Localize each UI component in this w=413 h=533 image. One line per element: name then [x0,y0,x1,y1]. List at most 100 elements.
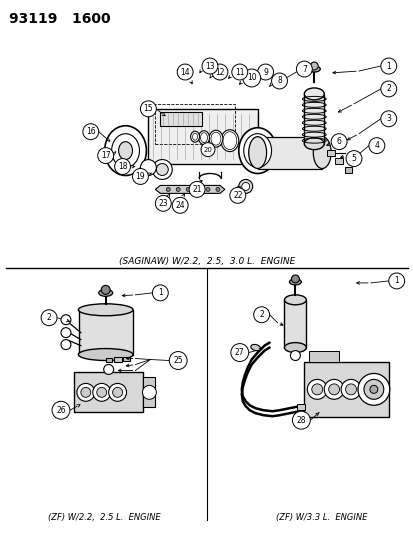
Circle shape [189,181,204,197]
Ellipse shape [308,66,320,72]
Polygon shape [155,185,224,193]
Text: 13: 13 [205,61,214,70]
Bar [113,357,121,362]
Circle shape [238,180,252,193]
Text: 2: 2 [259,310,263,319]
Text: 20: 20 [203,147,212,152]
Circle shape [81,387,90,397]
Circle shape [345,151,361,166]
Circle shape [340,379,360,399]
Ellipse shape [250,344,260,351]
Circle shape [202,58,217,74]
Ellipse shape [198,131,209,144]
Bar [335,158,342,164]
Circle shape [156,164,168,175]
Text: 15: 15 [143,104,153,114]
Text: 19: 19 [135,172,145,181]
Circle shape [230,344,248,361]
Text: 23: 23 [158,199,168,208]
Circle shape [140,101,156,117]
Circle shape [112,387,122,397]
Circle shape [328,384,339,395]
Circle shape [242,69,260,87]
Circle shape [311,384,322,395]
Circle shape [61,315,71,325]
Circle shape [211,64,227,80]
Circle shape [357,374,389,405]
Circle shape [77,383,95,401]
Circle shape [176,188,180,191]
Circle shape [257,64,273,80]
Circle shape [114,158,130,174]
Circle shape [363,379,383,399]
Bar [78,310,133,354]
Ellipse shape [284,343,306,352]
Circle shape [41,310,57,326]
Circle shape [310,62,318,70]
Circle shape [142,385,156,399]
Circle shape [306,379,326,399]
Circle shape [152,285,168,301]
Circle shape [201,143,214,157]
Ellipse shape [222,132,236,150]
Ellipse shape [304,138,323,150]
Circle shape [368,138,384,154]
Circle shape [186,188,190,191]
Text: 9: 9 [263,68,267,77]
Circle shape [380,81,396,97]
Ellipse shape [192,133,197,140]
Circle shape [155,196,171,211]
Bar [344,166,351,173]
Text: 2: 2 [385,84,390,93]
Bar [257,136,321,168]
Text: 3: 3 [385,114,390,123]
Text: 28: 28 [296,416,305,425]
Text: 7: 7 [301,64,306,74]
Circle shape [323,379,343,399]
Text: 8: 8 [276,76,281,85]
Circle shape [101,285,110,294]
Circle shape [229,188,245,203]
Circle shape [388,273,404,289]
Text: 25: 25 [173,356,183,365]
Text: (ZF) W/3.3 L.  ENGINE: (ZF) W/3.3 L. ENGINE [275,513,366,522]
Circle shape [380,58,396,74]
Ellipse shape [243,134,271,167]
Circle shape [52,401,70,419]
Circle shape [83,124,98,140]
Text: 21: 21 [192,185,201,194]
Ellipse shape [284,295,306,305]
Ellipse shape [112,134,139,167]
Circle shape [61,328,71,337]
Ellipse shape [104,126,146,175]
Bar [309,351,338,362]
Ellipse shape [78,349,133,360]
Ellipse shape [221,130,238,151]
Ellipse shape [289,279,301,285]
Text: 24: 24 [175,201,185,210]
Bar [74,373,143,412]
Text: 14: 14 [180,68,190,77]
Bar [105,358,112,362]
Ellipse shape [211,132,221,145]
Bar [160,112,202,126]
Text: 10: 10 [246,74,256,83]
Ellipse shape [98,289,112,296]
Text: 11: 11 [235,68,244,77]
Circle shape [292,411,310,429]
Circle shape [196,188,199,191]
Text: (ZF) W/2.2,  2.5 L.  ENGINE: (ZF) W/2.2, 2.5 L. ENGINE [48,513,161,522]
Bar [155,104,234,144]
Ellipse shape [313,136,330,168]
Bar [304,362,388,417]
Circle shape [97,148,113,164]
Text: (SAGINAW) W/2.2,  2.5,  3.0 L.  ENGINE: (SAGINAW) W/2.2, 2.5, 3.0 L. ENGINE [119,256,294,265]
Circle shape [231,64,247,80]
Circle shape [169,352,187,369]
Ellipse shape [78,304,133,316]
Circle shape [172,197,188,213]
Bar [304,94,323,144]
Circle shape [103,365,113,375]
Text: 17: 17 [101,151,110,160]
Circle shape [61,340,71,350]
